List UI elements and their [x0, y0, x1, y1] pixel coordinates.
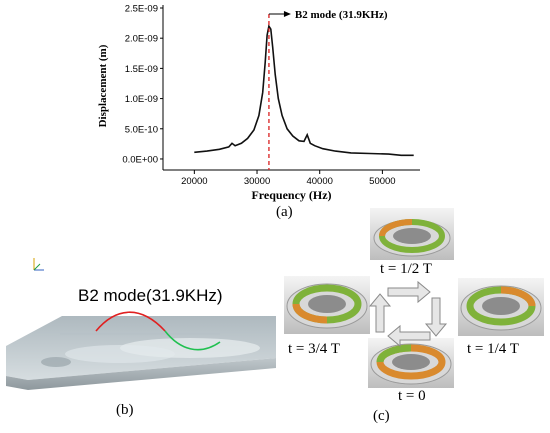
x-axis-label: Frequency (Hz) — [251, 188, 332, 202]
displacement-curve — [194, 23, 414, 157]
y-tick-label: 0.0E+00 — [122, 154, 158, 165]
substrate-side — [6, 358, 276, 390]
panel-label-b: (b) — [116, 402, 134, 418]
frequency-response-chart: 0.0E+00 5.0E-10 1.0E-09 1.5E-09 2.0E-09 2.5E-… — [122, 4, 420, 187]
label-t-three-quarter: t = 3/4 T — [288, 341, 340, 357]
panel-label-a: (a) — [276, 204, 293, 220]
annotation-text: B2 mode (31.9KHz) — [295, 9, 388, 21]
x-tick-label: 20000 — [181, 176, 207, 187]
mode-shape-view — [6, 258, 276, 390]
y-tick-label: 2.0E-09 — [125, 34, 158, 45]
ring-frames — [284, 208, 544, 388]
ring-frame-half — [370, 208, 454, 260]
coordinate-axes-icon — [33, 258, 44, 271]
wave-trough-green — [164, 330, 221, 351]
y-axis-label: Displacement (m) — [97, 44, 109, 128]
ring-frame-three-quarter — [284, 276, 370, 334]
cycle-arrows-icon — [368, 280, 448, 348]
y-tick-label: 2.5E-09 — [125, 4, 158, 15]
y-tick-label: 5.0E-10 — [125, 124, 158, 135]
mode-title: B2 mode(31.9KHz) — [78, 286, 223, 305]
wave-crest-red — [95, 311, 166, 332]
ring-frame-quarter — [458, 278, 544, 336]
x-tick-label: 40000 — [306, 176, 332, 187]
x-tick-label: 30000 — [244, 176, 270, 187]
x-tick-label: 50000 — [369, 176, 395, 187]
ring-frame-zero — [368, 338, 454, 388]
label-t-half: t = 1/2 T — [380, 261, 432, 277]
label-t-quarter: t = 1/4 T — [467, 341, 519, 357]
label-t-zero: t = 0 — [398, 388, 426, 404]
panel-label-c: (c) — [373, 408, 390, 424]
y-tick-label: 1.5E-09 — [125, 64, 158, 75]
annotation-arrowhead — [283, 11, 291, 17]
y-tick-label: 1.0E-09 — [125, 94, 158, 105]
